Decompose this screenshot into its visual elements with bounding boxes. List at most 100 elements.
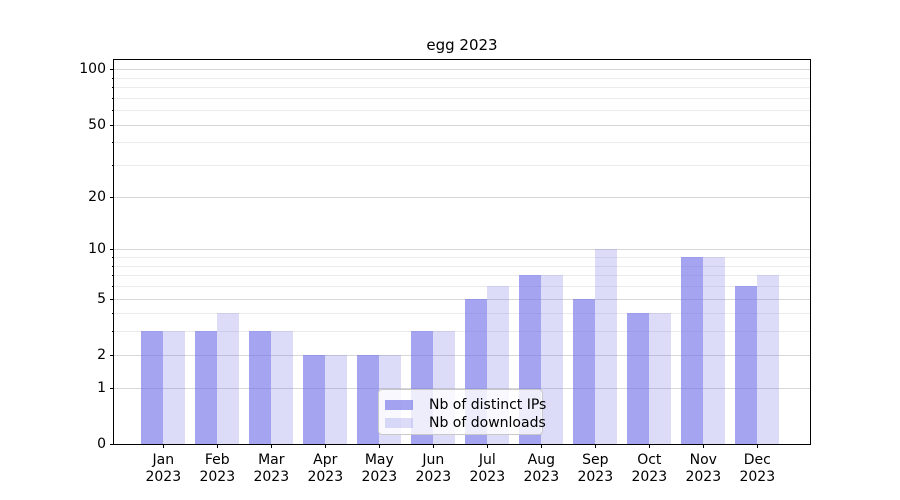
bar-distinct-ips-jan bbox=[141, 331, 164, 444]
x-tick-year: 2023 bbox=[523, 469, 560, 485]
y-tick-mark bbox=[110, 299, 114, 300]
y-tick-mark bbox=[110, 249, 114, 250]
gridline-minor bbox=[114, 110, 810, 112]
gridline-major bbox=[114, 249, 810, 251]
y-tick-label: 20 bbox=[88, 188, 106, 205]
gridline-minor bbox=[114, 331, 810, 333]
legend-swatch-downloads bbox=[385, 417, 413, 428]
x-tick-mark bbox=[217, 444, 219, 448]
x-tick-mark bbox=[379, 444, 381, 448]
y-tick-mark bbox=[110, 355, 114, 356]
gridline-major bbox=[114, 387, 810, 389]
gridline-major bbox=[114, 124, 810, 126]
legend: Nb of distinct IPs Nb of downloads bbox=[378, 389, 546, 435]
y-tick-label: 0 bbox=[97, 436, 106, 452]
y-tick-mark bbox=[110, 125, 114, 126]
bar-distinct-ips-sep bbox=[573, 298, 596, 444]
bar-downloads-jan bbox=[163, 331, 186, 444]
y-tick-label: 100 bbox=[79, 61, 106, 78]
legend-swatch-distinct-ips bbox=[385, 399, 413, 410]
gridline-minor bbox=[114, 142, 810, 144]
x-tick-mark bbox=[649, 444, 651, 448]
gridline-minor bbox=[114, 313, 810, 315]
gridline-major bbox=[114, 354, 810, 356]
y-minor-tick-mark bbox=[112, 257, 114, 258]
x-tick-mark bbox=[487, 444, 489, 448]
y-tick-mark bbox=[110, 69, 114, 70]
y-minor-tick-mark bbox=[112, 331, 114, 332]
y-minor-tick-mark bbox=[112, 313, 114, 314]
x-tick-mark bbox=[433, 444, 435, 448]
x-tick-label-jan: Jan 2023 bbox=[133, 452, 193, 486]
bar-distinct-ips-mar bbox=[249, 331, 272, 444]
x-tick-label-apr: Apr 2023 bbox=[295, 452, 355, 486]
x-tick-year: 2023 bbox=[739, 469, 776, 485]
bar-distinct-ips-feb bbox=[195, 331, 218, 444]
x-tick-label-feb: Feb 2023 bbox=[187, 452, 247, 486]
y-tick-label: 10 bbox=[88, 241, 106, 258]
x-tick-label-jul: Jul 2023 bbox=[457, 452, 517, 486]
y-tick-mark bbox=[110, 197, 114, 198]
y-minor-tick-mark bbox=[112, 286, 114, 287]
gridline-major bbox=[114, 298, 810, 300]
y-minor-tick-mark bbox=[112, 165, 114, 166]
y-minor-tick-mark bbox=[112, 275, 114, 276]
x-tick-label-oct: Oct 2023 bbox=[619, 452, 679, 486]
gridline-minor bbox=[114, 77, 810, 79]
bar-downloads-feb bbox=[217, 313, 240, 444]
bar-downloads-nov bbox=[703, 257, 726, 444]
bar-downloads-apr bbox=[325, 354, 348, 444]
y-tick-label: 5 bbox=[97, 290, 106, 307]
x-tick-year: 2023 bbox=[199, 469, 236, 485]
x-tick-year: 2023 bbox=[577, 469, 614, 485]
x-tick-year: 2023 bbox=[307, 469, 344, 485]
x-tick-mark bbox=[595, 444, 597, 448]
bar-distinct-ips-oct bbox=[627, 313, 650, 444]
y-minor-tick-mark bbox=[112, 78, 114, 79]
bar-distinct-ips-nov bbox=[681, 257, 704, 444]
x-tick-label-aug: Aug 2023 bbox=[511, 452, 571, 486]
x-tick-mark bbox=[325, 444, 327, 448]
gridline-minor bbox=[114, 257, 810, 259]
y-minor-tick-mark bbox=[112, 142, 114, 143]
gridline-minor bbox=[114, 165, 810, 167]
bar-distinct-ips-apr bbox=[303, 354, 326, 444]
plot-area bbox=[113, 59, 811, 445]
legend-label-downloads: Nb of downloads bbox=[429, 414, 546, 431]
y-tick-label: 1 bbox=[97, 379, 106, 396]
legend-entry-downloads: Nb of downloads bbox=[385, 414, 546, 431]
x-tick-year: 2023 bbox=[685, 469, 722, 485]
bar-distinct-ips-dec bbox=[735, 286, 758, 444]
legend-entry-distinct-ips: Nb of distinct IPs bbox=[385, 396, 546, 413]
y-minor-tick-mark bbox=[112, 110, 114, 111]
bar-downloads-mar bbox=[271, 331, 294, 444]
x-tick-year: 2023 bbox=[631, 469, 668, 485]
x-tick-mark bbox=[163, 444, 165, 448]
gridline-minor bbox=[114, 97, 810, 99]
legend-label-distinct-ips: Nb of distinct IPs bbox=[429, 396, 547, 413]
gridline-minor bbox=[114, 286, 810, 287]
gridline-major bbox=[114, 196, 810, 198]
x-tick-year: 2023 bbox=[145, 469, 182, 485]
bar-distinct-ips-may bbox=[357, 354, 380, 444]
gridline-minor bbox=[114, 87, 810, 89]
bar-downloads-dec bbox=[757, 275, 780, 444]
x-tick-label-sep: Sep 2023 bbox=[565, 452, 625, 486]
y-minor-tick-mark bbox=[112, 87, 114, 88]
x-tick-label-jun: Jun 2023 bbox=[403, 452, 463, 486]
x-tick-year: 2023 bbox=[361, 469, 398, 485]
x-tick-mark bbox=[271, 444, 273, 448]
x-tick-label-mar: Mar 2023 bbox=[241, 452, 301, 486]
x-tick-year: 2023 bbox=[469, 469, 506, 485]
y-minor-tick-mark bbox=[112, 266, 114, 267]
y-tick-label: 2 bbox=[97, 346, 106, 363]
bar-downloads-oct bbox=[649, 313, 672, 444]
x-tick-mark bbox=[757, 444, 759, 448]
gridline-major bbox=[114, 69, 810, 71]
x-tick-mark bbox=[703, 444, 705, 448]
y-tick-label: 50 bbox=[88, 116, 106, 133]
chart-title: egg 2023 bbox=[426, 36, 498, 54]
x-tick-year: 2023 bbox=[415, 469, 452, 485]
x-tick-label-dec: Dec 2023 bbox=[727, 452, 787, 486]
gridline-minor bbox=[114, 275, 810, 277]
